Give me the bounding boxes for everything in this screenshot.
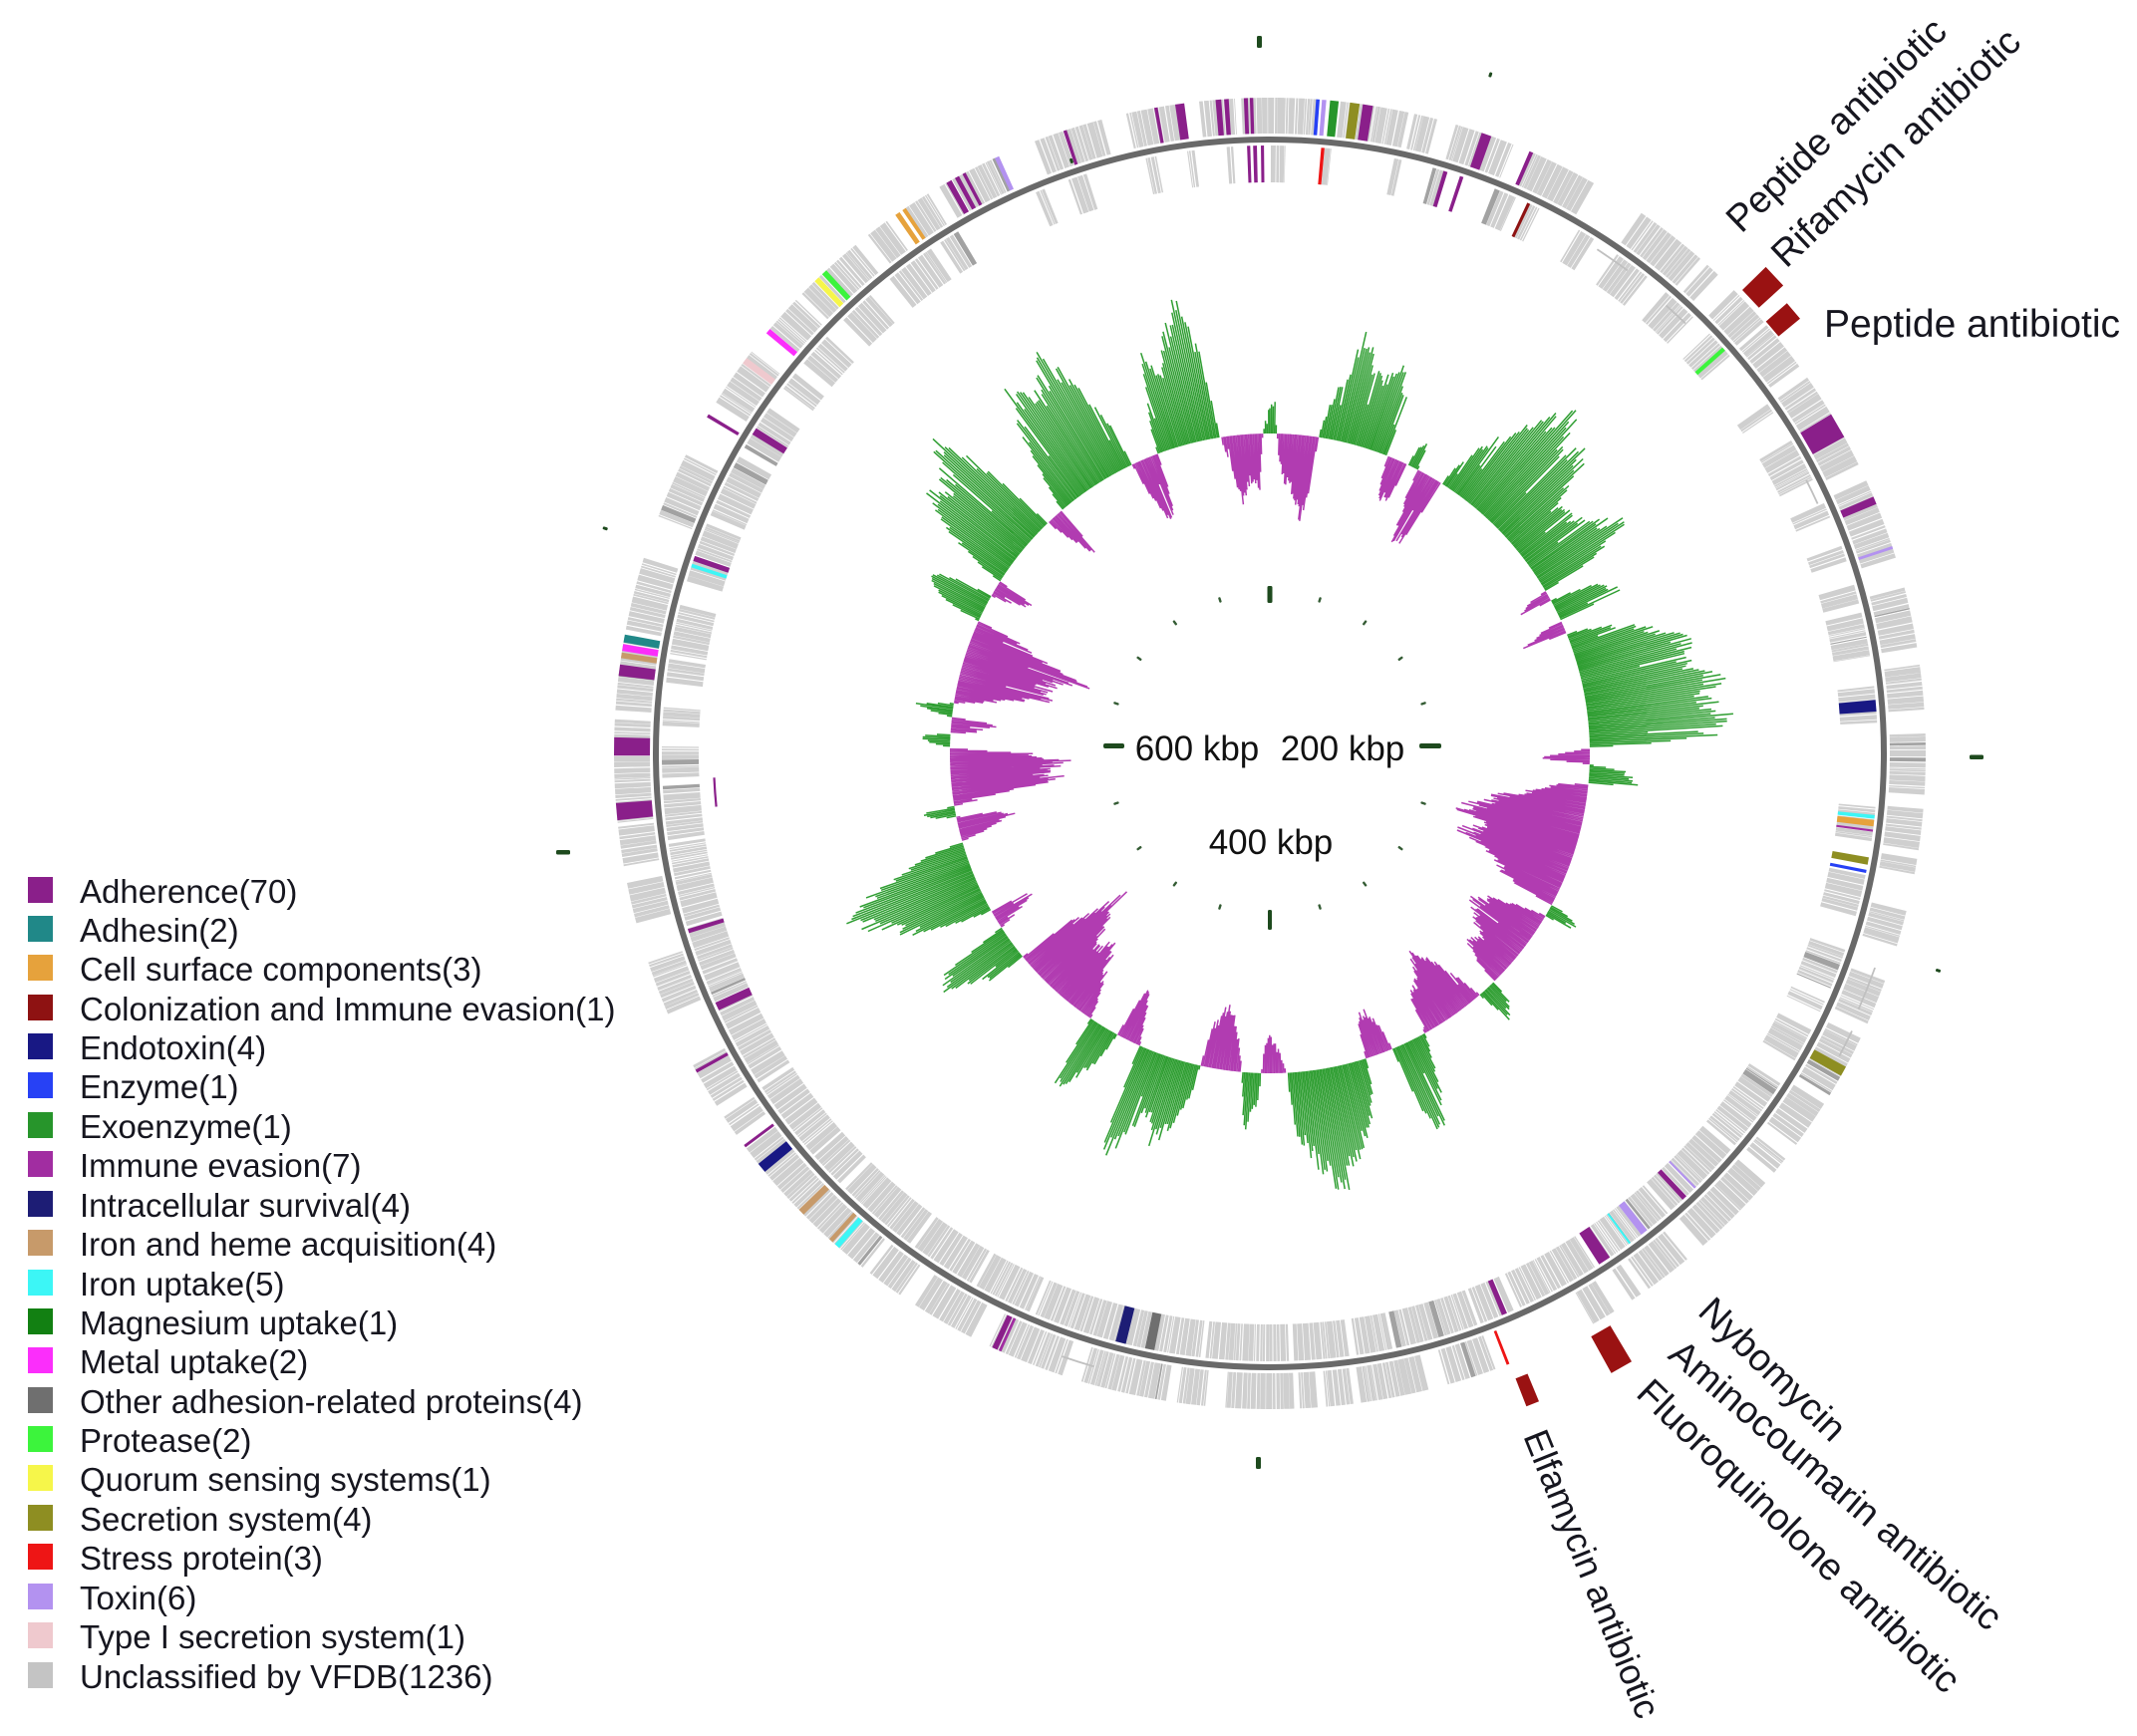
svg-text:Peptide antibiotic: Peptide antibiotic: [1824, 303, 2120, 346]
svg-text:Exoenzyme(1): Exoenzyme(1): [80, 1108, 292, 1145]
svg-text:600 kbp: 600 kbp: [1135, 729, 1260, 768]
svg-text:Intracellular survival(4): Intracellular survival(4): [80, 1187, 411, 1224]
svg-text:Endotoxin(4): Endotoxin(4): [80, 1029, 266, 1066]
svg-text:Iron uptake(5): Iron uptake(5): [80, 1266, 284, 1302]
svg-text:Iron and heme acquisition(4): Iron and heme acquisition(4): [80, 1226, 496, 1263]
svg-text:Stress protein(3): Stress protein(3): [80, 1540, 323, 1577]
svg-text:Metal uptake(2): Metal uptake(2): [80, 1343, 308, 1380]
svg-text:Quorum sensing systems(1): Quorum sensing systems(1): [80, 1461, 491, 1498]
svg-text:Unclassified by VFDB(1236): Unclassified by VFDB(1236): [80, 1658, 493, 1695]
svg-text:Secretion system(4): Secretion system(4): [80, 1501, 372, 1538]
svg-text:Adherence(70): Adherence(70): [80, 873, 297, 910]
svg-text:400 kbp: 400 kbp: [1209, 823, 1334, 862]
svg-text:Protease(2): Protease(2): [80, 1422, 251, 1459]
svg-text:200 kbp: 200 kbp: [1281, 729, 1405, 768]
svg-text:Toxin(6): Toxin(6): [80, 1580, 196, 1616]
svg-text:Type I secretion system(1): Type I secretion system(1): [80, 1618, 465, 1655]
svg-text:Magnesium uptake(1): Magnesium uptake(1): [80, 1304, 398, 1341]
svg-text:Enzyme(1): Enzyme(1): [80, 1068, 239, 1105]
svg-text:Colonization and Immune evasio: Colonization and Immune evasion(1): [80, 991, 615, 1027]
svg-text:Adhesin(2): Adhesin(2): [80, 912, 239, 949]
svg-text:Immune evasion(7): Immune evasion(7): [80, 1147, 361, 1184]
svg-text:Cell surface components(3): Cell surface components(3): [80, 951, 482, 988]
svg-text:Other adhesion-related protein: Other adhesion-related proteins(4): [80, 1383, 582, 1420]
